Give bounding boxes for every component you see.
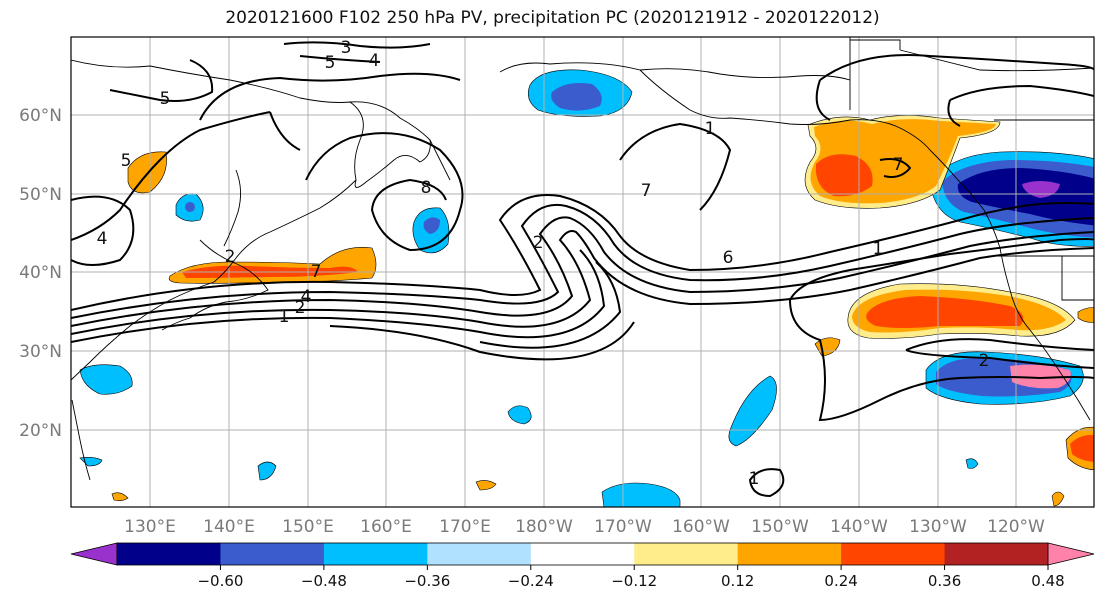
contour-label: 2 — [225, 247, 236, 267]
lon-label: 170°E — [439, 517, 491, 537]
contour-label: 6 — [723, 248, 734, 268]
contour-label: 7 — [311, 262, 322, 282]
lon-label: 140°W — [830, 517, 888, 537]
colorbar-cell — [323, 543, 428, 565]
lon-label: 130°W — [909, 517, 967, 537]
colorbar-tick-label: 0.12 — [721, 572, 754, 590]
contour-label: 5 — [160, 89, 171, 109]
contour-label: 5 — [121, 151, 132, 171]
lat-label: 50°N — [19, 185, 62, 205]
contour-label: 1 — [749, 469, 760, 489]
colorbar-extend-low — [70, 542, 118, 566]
colorbar-cell — [427, 543, 532, 565]
colorbar-cell — [634, 543, 739, 565]
colorbar-tick-label: 0.48 — [1031, 572, 1064, 590]
shade-canada-negative — [929, 151, 1094, 247]
colorbar-cell — [944, 543, 1049, 565]
contour-label: 5 — [325, 53, 336, 73]
lat-label: 20°N — [19, 421, 62, 441]
colorbar-tick-label: −0.24 — [508, 572, 554, 590]
colorbar-cell — [220, 543, 325, 565]
contour-label: 4 — [97, 229, 108, 249]
lat-label: 30°N — [19, 342, 62, 362]
contour-label: 8 — [421, 178, 432, 198]
shade-alaska-negative — [527, 69, 633, 117]
lon-label: 120°W — [987, 517, 1045, 537]
colorbar-cell — [841, 543, 946, 565]
colorbar-cell — [530, 543, 635, 565]
colorbar-extend-high — [1047, 542, 1095, 566]
colorbar-cell — [737, 543, 842, 565]
contour-labels: 3 5 4 5 5 4 8 7 2 7 6 1 7 1 2 4 2 1 2 1 — [97, 38, 990, 489]
colorbar-tick-label: −0.48 — [301, 572, 347, 590]
lon-tick-labels: 130°E 140°E 150°E 160°E 170°E 180°W 170°… — [124, 517, 1045, 537]
lat-tick-labels: 60°N 50°N 40°N 30°N 20°N — [19, 106, 62, 441]
map-title: 2020121600 F102 250 hPa PV, precipitatio… — [225, 8, 880, 28]
lon-label: 130°E — [124, 517, 176, 537]
contour-label: 7 — [893, 155, 904, 175]
shade-sakhalin-negative — [175, 193, 204, 222]
contour-label: 4 — [369, 51, 380, 71]
colorbar-tick-label: −0.12 — [611, 572, 657, 590]
coastlines — [71, 37, 1094, 481]
shade-central-pacific-negative — [79, 364, 979, 507]
precipitation-shading — [79, 69, 1094, 507]
contour-label: 1 — [705, 119, 716, 139]
colorbar: −0.60 −0.48 −0.36 −0.24 −0.12 0.12 0.24 0.36 0.4… — [70, 542, 1095, 590]
colorbar-cell — [117, 543, 221, 565]
contour-label: 2 — [295, 298, 306, 318]
shade-japan-positive — [127, 151, 377, 284]
pv-contours — [71, 41, 1094, 498]
contour-label: 2 — [979, 351, 990, 371]
lat-label: 40°N — [19, 263, 62, 283]
lon-label: 140°E — [203, 517, 255, 537]
shade-misc-positive — [111, 307, 1094, 507]
contour-label: 1 — [279, 307, 290, 327]
lon-label: 180°W — [515, 517, 573, 537]
contour-label: 7 — [641, 181, 652, 201]
contour-label: 1 — [873, 239, 884, 259]
lon-label: 150°E — [282, 517, 334, 537]
colorbar-tick-label: −0.36 — [404, 572, 450, 590]
colorbar-tick-label: 0.36 — [928, 572, 961, 590]
contour-label: 2 — [533, 233, 544, 253]
map-frame — [70, 36, 1095, 508]
lon-label: 150°W — [751, 517, 809, 537]
colorbar-tick-label: −0.60 — [197, 572, 243, 590]
lon-label: 160°W — [672, 517, 730, 537]
lat-label: 60°N — [19, 106, 62, 126]
lon-label: 170°W — [594, 517, 652, 537]
colorbar-tick-label: 0.24 — [824, 572, 857, 590]
colorbar-frame — [116, 542, 1049, 566]
lon-label: 160°E — [360, 517, 412, 537]
contour-label: 4 — [301, 287, 312, 307]
contour-label: 3 — [341, 38, 352, 58]
